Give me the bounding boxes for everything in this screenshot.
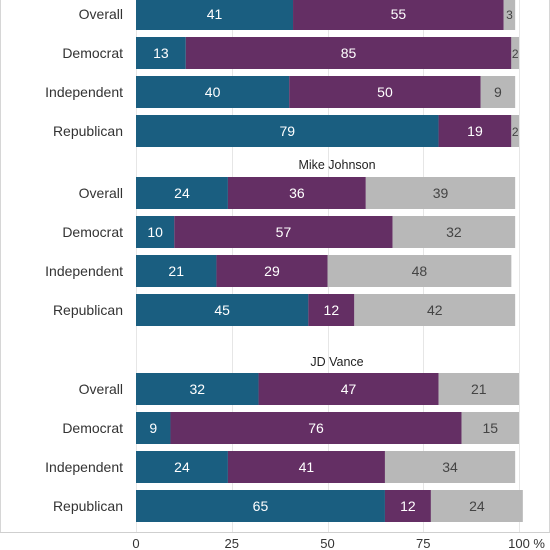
data-label: 24 (469, 498, 485, 514)
data-label: 3 (506, 8, 513, 22)
category-label: Republican (53, 123, 123, 139)
category-label: Independent (45, 84, 123, 100)
bar-segment (227, 177, 366, 209)
bar-segment (354, 294, 516, 326)
data-label: 42 (427, 302, 443, 318)
x-axis: 0 25 50 75 100 % (0, 532, 550, 550)
data-label: 41 (207, 6, 223, 22)
chart-panels: Overall 41 55 3 Democrat 13 85 2 Independent 40 50… (45, 0, 523, 522)
data-label: 21 (471, 381, 487, 397)
data-label: 9 (149, 420, 157, 436)
bar-segment (136, 490, 385, 522)
data-label: 32 (446, 224, 462, 240)
bar-segment (511, 115, 519, 147)
category-label: Republican (53, 498, 123, 514)
bar-segment (136, 115, 439, 147)
bar-segment (185, 37, 512, 69)
data-label: 34 (442, 459, 458, 475)
data-label: 39 (433, 185, 449, 201)
bar-segment (293, 0, 504, 30)
bar-segment (430, 490, 523, 522)
bar-segment (136, 412, 171, 444)
category-label: Overall (79, 6, 123, 22)
data-label: 36 (289, 185, 305, 201)
bar-segment (170, 412, 462, 444)
bar-segment (365, 177, 516, 209)
data-label: 32 (189, 381, 205, 397)
data-label: 13 (153, 45, 169, 61)
data-label: 57 (276, 224, 292, 240)
bar-segment (136, 294, 309, 326)
data-label: 9 (494, 84, 502, 100)
x-tick-label: 75 (416, 536, 430, 550)
bar-segment (136, 0, 294, 30)
bar-segment (216, 255, 328, 287)
x-tick-label: 25 (225, 536, 239, 550)
data-label: 15 (482, 420, 498, 436)
data-label: 40 (205, 84, 221, 100)
data-label: 21 (168, 263, 184, 279)
bar-segment (136, 216, 175, 248)
data-label: 12 (324, 302, 340, 318)
data-label: 45 (214, 302, 230, 318)
bar-segment (136, 177, 228, 209)
data-label: 24 (174, 185, 190, 201)
category-label: Overall (79, 381, 123, 397)
bar-segment (308, 294, 355, 326)
bar-segment (258, 373, 439, 405)
data-label: 76 (308, 420, 324, 436)
bar-segment (511, 37, 519, 69)
data-label: 12 (400, 498, 416, 514)
data-label: 29 (264, 263, 280, 279)
category-label: Independent (45, 459, 123, 475)
bar-segment (392, 216, 516, 248)
bar-segment (136, 37, 186, 69)
data-label: 55 (391, 6, 407, 22)
bar-segment (136, 76, 290, 108)
category-label: Democrat (62, 224, 123, 240)
bar-segment (461, 412, 519, 444)
bar-segment (136, 373, 259, 405)
bar-segment (384, 490, 431, 522)
category-label: Overall (79, 185, 123, 201)
bar-segment (480, 76, 516, 108)
bar-segment (438, 373, 519, 405)
category-label: Democrat (62, 45, 123, 61)
data-label: 2 (512, 47, 519, 61)
data-label: 48 (412, 263, 428, 279)
data-label: 24 (174, 459, 190, 475)
data-label: 65 (253, 498, 269, 514)
bar-segment (327, 255, 512, 287)
data-label: 2 (512, 125, 519, 139)
data-label: 50 (377, 84, 393, 100)
bar-segment (289, 76, 481, 108)
category-label: Independent (45, 263, 123, 279)
category-label: Republican (53, 302, 123, 318)
data-label: 47 (341, 381, 357, 397)
bar-segment (174, 216, 393, 248)
data-label: 10 (147, 224, 163, 240)
x-tick-label: 100 % (508, 536, 545, 550)
panel-2: Mike Johnson Overall 24 36 39 Democrat 10 57 32 I… (45, 158, 516, 326)
x-tick-label: 0 (132, 536, 139, 550)
data-label: 19 (467, 123, 483, 139)
bar-segment (438, 115, 512, 147)
panel-title: JD Vance (310, 355, 363, 369)
x-tick-label: 50 (320, 536, 334, 550)
bar-segment (136, 451, 228, 483)
data-label: 41 (299, 459, 315, 475)
bar-segment (503, 0, 516, 30)
category-label: Democrat (62, 420, 123, 436)
panel-title: Mike Johnson (298, 158, 375, 172)
data-label: 79 (279, 123, 295, 139)
bar-segment (384, 451, 516, 483)
data-label: 85 (341, 45, 357, 61)
panel-1: Overall 41 55 3 Democrat 13 85 2 Independent 40 50… (45, 0, 519, 147)
bar-segment (227, 451, 385, 483)
panel-3: JD Vance Overall 32 47 21 Democrat 9 76 15 Indepe… (45, 355, 523, 522)
bar-segment (136, 255, 217, 287)
